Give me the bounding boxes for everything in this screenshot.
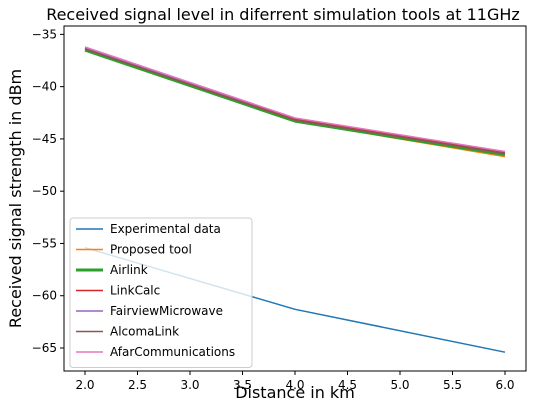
x-tick-label: 5.5 [443, 378, 462, 392]
series-line-4 [84, 47, 506, 155]
x-tick-label: 6.0 [495, 378, 514, 392]
y-tick-label: −55 [32, 236, 57, 250]
y-tick-label: −60 [32, 289, 57, 303]
x-tick-label: 4.5 [338, 378, 357, 392]
legend-box [69, 217, 253, 368]
chart-title: Received signal level in diferrent simul… [46, 5, 520, 24]
series-line-5 [84, 48, 506, 155]
legend-label-0: Experimental data [110, 222, 221, 236]
y-tick-label: −65 [32, 341, 57, 355]
legend-label-1: Proposed tool [110, 243, 192, 257]
x-tick-label: 3.0 [180, 378, 199, 392]
axis-ticks: 2.0 2.5 3.0 3.5 4.0 4.5 5.0 5.5 6.0 −35 −40 −45 −50 −… [32, 27, 515, 392]
series-line-2 [84, 48, 506, 157]
x-tick-label: 2.5 [128, 378, 147, 392]
legend-label-5: AlcomaLink [110, 325, 179, 339]
legend-label-4: FairviewMicrowave [110, 304, 223, 318]
x-axis-title: Distance in km [235, 383, 355, 402]
y-tick-label: −35 [32, 27, 57, 41]
y-axis-title: Received signal strength in dBm [6, 69, 25, 328]
legend: Experimental data Proposed tool Airlink Lin… [69, 217, 253, 368]
y-tick-label: −45 [32, 132, 57, 146]
series-line-3 [84, 47, 506, 154]
y-tick-label: −40 [32, 80, 57, 94]
x-tick-label: 4.0 [285, 378, 304, 392]
legend-label-2: Airlink [110, 263, 148, 277]
x-tick-label: 3.5 [233, 378, 252, 392]
series-line-6 [84, 46, 506, 153]
x-tick-label: 2.0 [75, 378, 94, 392]
legend-label-6: AfarCommunications [110, 345, 235, 359]
legend-label-3: LinkCalc [110, 284, 160, 298]
y-tick-label: −50 [32, 184, 57, 198]
plot-area [84, 46, 506, 353]
x-tick-label: 5.0 [390, 378, 409, 392]
